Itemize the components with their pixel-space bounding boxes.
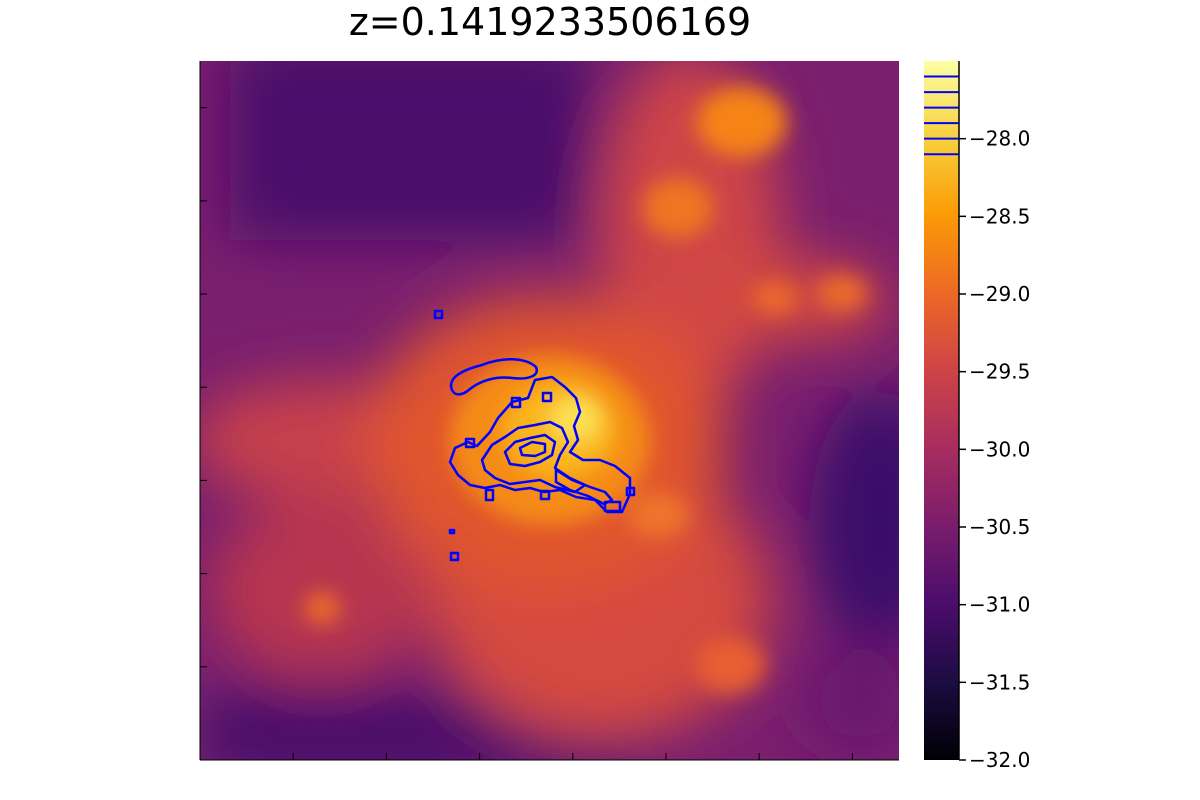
contour-box-9 [464, 437, 476, 449]
contour-core [518, 440, 547, 458]
halo-peak [550, 398, 600, 442]
bright-blob-top [697, 87, 787, 157]
chart-title: z=0.1419233506169 [349, 0, 751, 44]
contour-arc [449, 358, 538, 396]
colorbar-tick-label: −30.5 [969, 515, 1030, 539]
colorbar-contour-levels [924, 75, 959, 156]
dark-region-top [230, 61, 590, 240]
colorbar-tick-label: −29.0 [969, 282, 1030, 306]
bright-blob-right-b [817, 275, 867, 311]
colorbar-tick-label: −29.5 [969, 360, 1030, 384]
bright-blob-lower [628, 493, 688, 537]
contour-inner [503, 433, 557, 468]
filament-lower-left [210, 500, 430, 680]
colorbar-tick-label: −31.5 [969, 670, 1030, 694]
contours [433, 309, 636, 562]
colorbar-tick-label: −28.0 [969, 127, 1030, 151]
contour-box-2 [539, 489, 551, 501]
bright-blob-left [304, 592, 340, 624]
bright-blob-bottom [695, 637, 765, 693]
colorbar-tick-label: −32.0 [969, 748, 1030, 772]
plot-frame [199, 61, 899, 761]
y-axis-ticks [200, 107, 207, 761]
dark-region-right [810, 390, 899, 650]
contour-box-3 [449, 551, 460, 562]
colorbar-tick-label: −30.0 [969, 437, 1030, 461]
contour-box-1 [433, 309, 444, 320]
contour-box-7 [510, 396, 522, 409]
heatmap-image [200, 61, 899, 760]
contour-box-5 [625, 486, 636, 497]
colorbar-tick-label: −31.0 [969, 593, 1030, 617]
contour-box-8 [541, 391, 553, 403]
colorbar: −28.0 −28.5 −29.0 −29.5 −30.0 −30.5 −31.0 −31.5… [924, 61, 1030, 772]
contour-box-6 [603, 500, 622, 513]
colorbar-tick-label: −28.5 [969, 204, 1030, 228]
contour-box-4 [484, 488, 495, 502]
colorbar-gradient [924, 61, 959, 760]
bright-blob-upper [643, 178, 713, 238]
dark-region-bottom-right [800, 640, 899, 760]
bright-blob-right-a [753, 282, 797, 314]
colorbar-ticks: −28.0 −28.5 −29.0 −29.5 −30.0 −30.5 −31.0 −31.5… [959, 127, 1030, 772]
contour-box-10 [448, 528, 456, 535]
x-axis-ticks [199, 753, 853, 760]
